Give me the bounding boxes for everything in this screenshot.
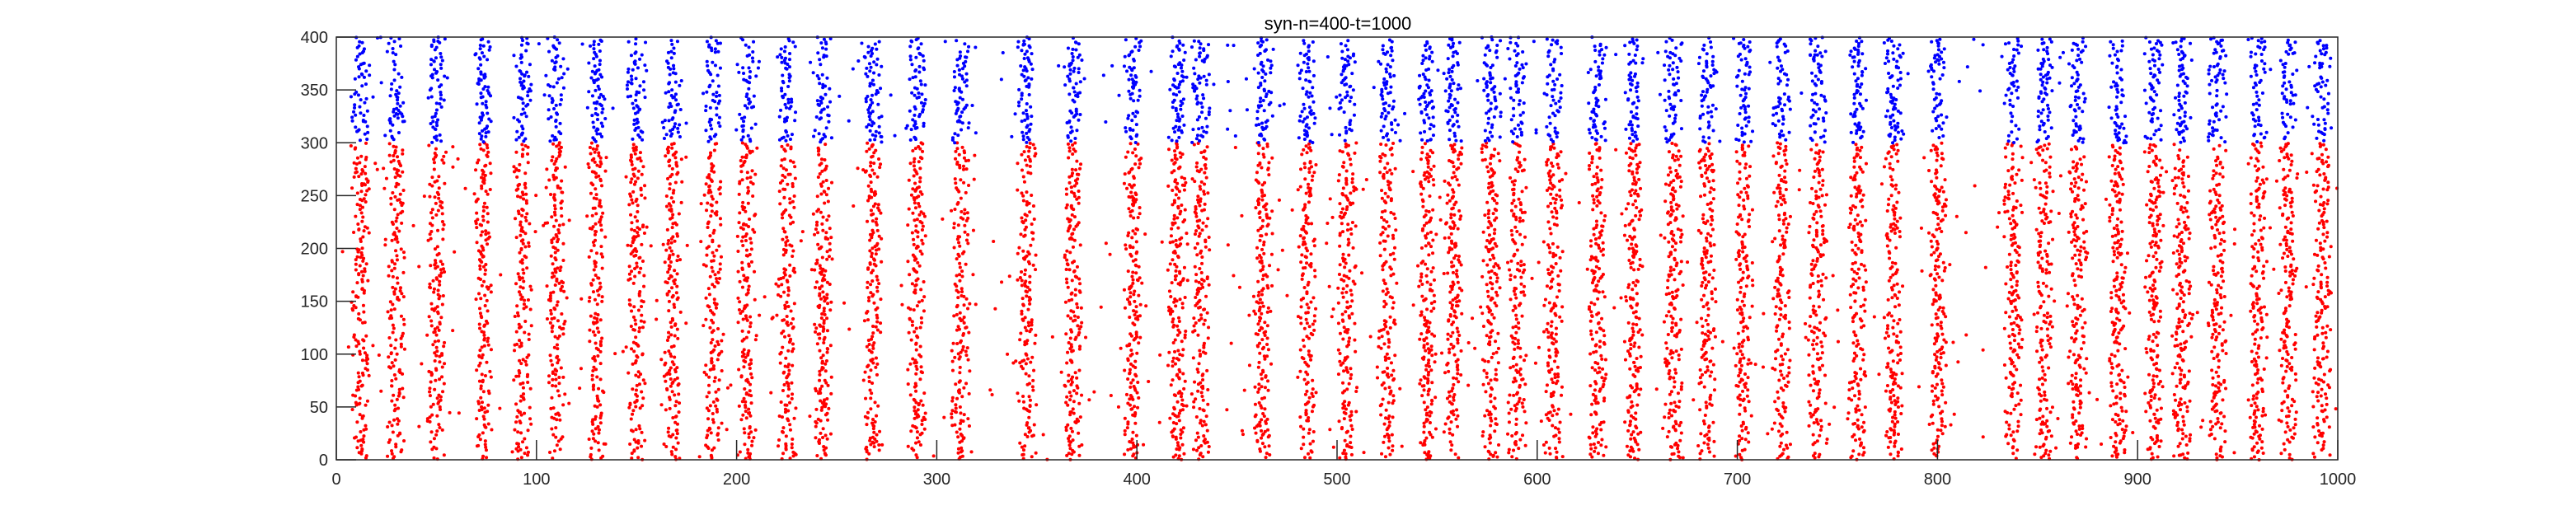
y-tick-label: 300 xyxy=(301,134,328,152)
y-tick-label: 50 xyxy=(310,399,328,417)
x-tick-label: 400 xyxy=(1124,471,1151,489)
y-tick-label: 100 xyxy=(301,346,328,364)
x-tick-label: 900 xyxy=(2124,471,2151,489)
series-0-spikes xyxy=(340,141,2339,461)
x-tick-label: 300 xyxy=(923,471,950,489)
y-tick-label: 350 xyxy=(301,82,328,100)
spike-points xyxy=(340,35,2339,461)
y-tick-label: 250 xyxy=(301,187,328,205)
x-tick-label: 800 xyxy=(1924,471,1951,489)
x-tick-label: 200 xyxy=(723,471,750,489)
y-tick-label: 400 xyxy=(301,29,328,47)
chart-title: syn-n=400-t=1000 xyxy=(1265,13,1412,34)
y-axis: 0 50 100 150 200 250 300 350 400 xyxy=(301,29,356,470)
x-tick-label: 0 xyxy=(331,471,340,489)
x-tick-label: 700 xyxy=(1724,471,1751,489)
x-tick-label: 600 xyxy=(1523,471,1551,489)
series-1-spikes xyxy=(349,35,2334,145)
x-axis: 0 100 200 300 400 500 600 700 800 900 1000 xyxy=(331,440,2356,489)
y-tick-label: 150 xyxy=(301,293,328,311)
y-tick-label: 200 xyxy=(301,241,328,259)
y-tick-label: 0 xyxy=(319,452,328,470)
x-tick-label: 500 xyxy=(1323,471,1350,489)
x-tick-label: 100 xyxy=(523,471,550,489)
x-tick-label: 1000 xyxy=(2320,471,2357,489)
